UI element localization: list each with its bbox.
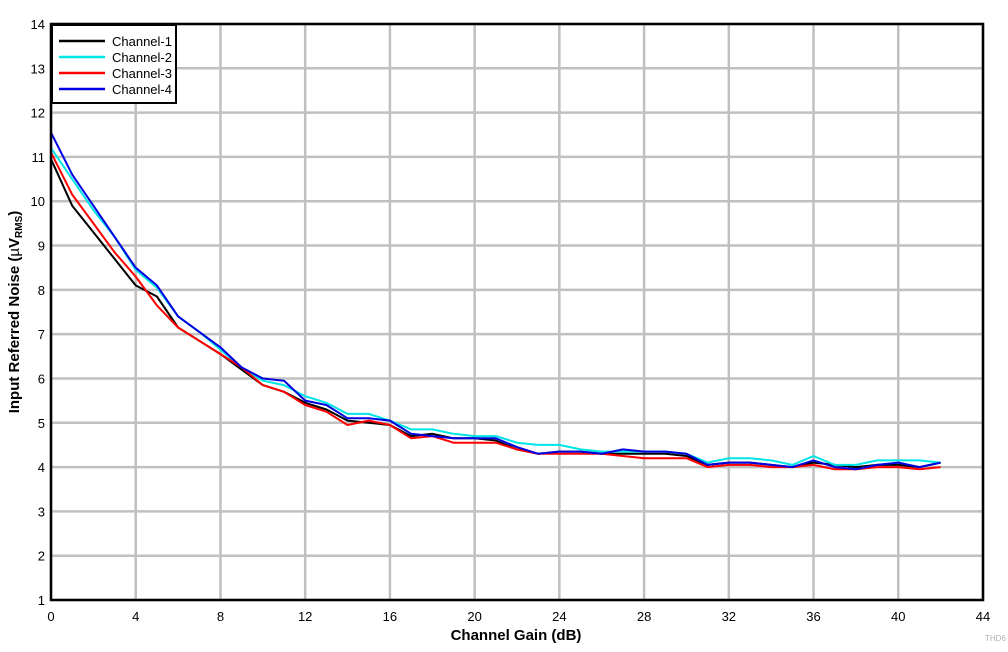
y-tick-label: 3 (38, 504, 45, 519)
legend-label: Channel-1 (112, 34, 172, 49)
x-tick-label: 20 (467, 609, 481, 624)
y-tick-label: 13 (31, 61, 45, 76)
y-tick-label: 5 (38, 416, 45, 431)
series-channel-1 (50, 158, 941, 469)
series-channel-2 (50, 147, 941, 466)
y-tick-label: 2 (38, 549, 45, 564)
series-channel-4 (50, 132, 941, 471)
x-tick-label: 8 (217, 609, 224, 624)
grid-lines (49, 22, 985, 602)
plot-frame (49, 22, 985, 602)
y-tick-label: 7 (38, 327, 45, 342)
data-series (50, 132, 941, 471)
x-tick-label: 12 (298, 609, 312, 624)
x-axis-title: Channel Gain (dB) (451, 627, 582, 644)
legend-label: Channel-2 (112, 50, 172, 65)
x-tick-label: 44 (976, 609, 990, 624)
y-tick-label: 1 (38, 593, 45, 608)
x-tick-label: 32 (722, 609, 736, 624)
x-tick-label: 16 (383, 609, 397, 624)
legend-box (51, 24, 177, 104)
watermark: THD6 (985, 634, 1006, 643)
x-axis-ticks: 0 4 8 12 16 20 24 28 32 36 40 44 (47, 609, 990, 624)
x-tick-label: 4 (132, 609, 139, 624)
y-tick-label: 4 (38, 460, 45, 475)
y-tick-label: 9 (38, 239, 45, 254)
y-axis-title: Input Referred Noise (µVRMS) (6, 211, 25, 414)
x-tick-label: 36 (806, 609, 820, 624)
x-tick-label: 24 (552, 609, 566, 624)
x-tick-label: 28 (637, 609, 651, 624)
y-tick-label: 12 (31, 106, 45, 121)
x-tick-label: 40 (891, 609, 905, 624)
y-tick-label: 11 (32, 150, 46, 165)
y-tick-label: 10 (31, 194, 45, 209)
y-tick-label: 8 (38, 283, 45, 298)
y-tick-label: 14 (31, 17, 45, 32)
y-tick-label: 6 (38, 371, 45, 386)
legend-label: Channel-3 (112, 66, 172, 81)
legend-label: Channel-4 (112, 82, 172, 97)
x-tick-label: 0 (47, 609, 54, 624)
